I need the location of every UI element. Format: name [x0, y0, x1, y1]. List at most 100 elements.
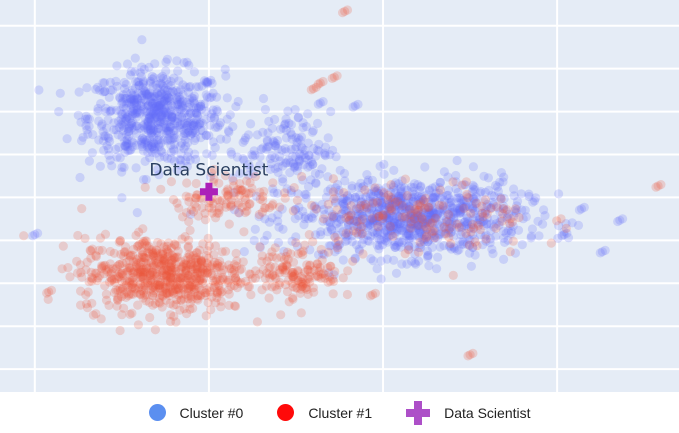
cluster-0-point	[479, 216, 489, 226]
cluster-0-point	[377, 201, 387, 211]
cluster-0-point	[406, 213, 416, 223]
cluster-0-point	[503, 226, 513, 236]
cluster-0-point	[306, 212, 316, 222]
cluster-1-point	[149, 270, 159, 280]
cluster-1-point	[153, 280, 163, 290]
legend-dot-cluster-1	[277, 404, 295, 421]
cluster-1-point	[139, 270, 149, 280]
cluster-0-point	[421, 214, 431, 224]
cluster-0-point	[378, 240, 388, 250]
cluster-1-point	[173, 284, 183, 294]
cluster-1-point	[167, 258, 177, 268]
cluster-1-point	[325, 261, 335, 271]
cluster-0-point	[390, 204, 401, 215]
cluster-1-point	[163, 252, 173, 262]
cluster-1-point	[127, 283, 137, 293]
cluster-0-point	[169, 73, 179, 83]
cluster-0-point	[200, 98, 210, 109]
cluster-0-point	[420, 226, 430, 237]
cluster-1-point	[192, 190, 202, 200]
cluster-0-point	[141, 174, 151, 185]
cluster-1-point	[185, 304, 195, 314]
cluster-0-point	[485, 234, 495, 244]
cluster-1-point	[173, 246, 183, 256]
cluster-0-point	[155, 117, 165, 127]
cluster-1-point	[165, 262, 175, 272]
cluster-1-point	[461, 177, 471, 187]
cluster-1-point	[161, 282, 171, 292]
cluster-1-point	[424, 202, 434, 212]
cluster-1-point	[125, 263, 135, 273]
cluster-0-point	[417, 206, 427, 216]
cluster-1-point	[166, 177, 176, 187]
cluster-0-point	[150, 59, 160, 69]
cluster-1-point	[286, 270, 296, 280]
cluster-1-point	[296, 271, 306, 282]
cluster-0-point	[430, 197, 440, 207]
cluster-1-point	[325, 276, 335, 286]
cluster-0-point	[379, 211, 389, 222]
cluster-0-point	[221, 71, 231, 81]
cluster-0-point	[414, 232, 424, 242]
legend-item-cluster-1[interactable]: Cluster #1	[277, 404, 372, 421]
legend-item-data-scientist[interactable]: Data Scientist	[406, 400, 531, 425]
cluster-0-point	[436, 229, 446, 239]
cluster-0-point	[398, 193, 408, 203]
cluster-0-point	[364, 236, 374, 246]
cluster-0-point	[168, 87, 178, 97]
cluster-0-point	[382, 232, 392, 242]
cluster-0-point	[107, 161, 117, 171]
cluster-0-point	[133, 94, 143, 104]
cluster-0-point	[415, 214, 425, 225]
cluster-0-point	[143, 116, 153, 126]
cluster-0-point	[412, 223, 422, 233]
cluster-0-point	[398, 202, 408, 212]
cluster-0-point	[391, 268, 402, 278]
cluster-1-point	[184, 192, 194, 202]
cluster-0-point	[170, 125, 180, 135]
cluster-0-point	[462, 231, 472, 241]
cluster-0-point	[145, 133, 155, 144]
cluster-0-point	[313, 118, 323, 128]
cluster-0-point	[282, 184, 292, 194]
cluster-0-point	[509, 191, 519, 201]
cluster-1-point	[328, 274, 338, 284]
cluster-0-point	[113, 130, 123, 140]
cluster-1-point	[176, 295, 186, 305]
cluster-1-point	[413, 247, 424, 257]
cluster-0-point	[517, 240, 527, 250]
cluster-0-point	[140, 119, 150, 129]
cluster-1-point	[430, 233, 440, 243]
cluster-0-point	[351, 204, 361, 214]
cluster-1-point	[159, 269, 169, 279]
cluster-1-point	[212, 287, 222, 297]
cluster-0-point	[143, 89, 153, 99]
cluster-0-point	[115, 106, 125, 116]
cluster-0-point	[347, 231, 357, 241]
cluster-0-point	[379, 205, 389, 215]
cluster-0-point	[331, 152, 341, 162]
cluster-0-point	[139, 135, 149, 145]
cluster-1-point	[146, 284, 156, 294]
cluster-0-point	[435, 177, 445, 187]
cluster-1-point	[171, 317, 181, 327]
cluster-0-point	[438, 210, 448, 220]
cluster-0-point	[119, 77, 129, 88]
cluster-1-point	[88, 310, 98, 320]
cluster-0-point	[505, 221, 515, 231]
cluster-1-point	[160, 255, 170, 265]
cluster-0-point	[482, 213, 492, 223]
legend-item-cluster-0[interactable]: Cluster #0	[148, 404, 243, 421]
cluster-1-point	[216, 288, 226, 298]
cluster-0-point	[396, 186, 406, 196]
cluster-1-point	[212, 263, 222, 273]
cluster-0-point	[154, 101, 164, 111]
cluster-1-point	[281, 280, 291, 290]
cluster-1-point	[288, 257, 299, 267]
cluster-0-point	[414, 256, 424, 266]
cluster-1-point	[192, 264, 202, 274]
cluster-0-point	[149, 139, 159, 149]
cluster-1-point	[212, 260, 222, 270]
cluster-1-point	[164, 288, 174, 298]
cluster-1-point	[147, 267, 157, 277]
